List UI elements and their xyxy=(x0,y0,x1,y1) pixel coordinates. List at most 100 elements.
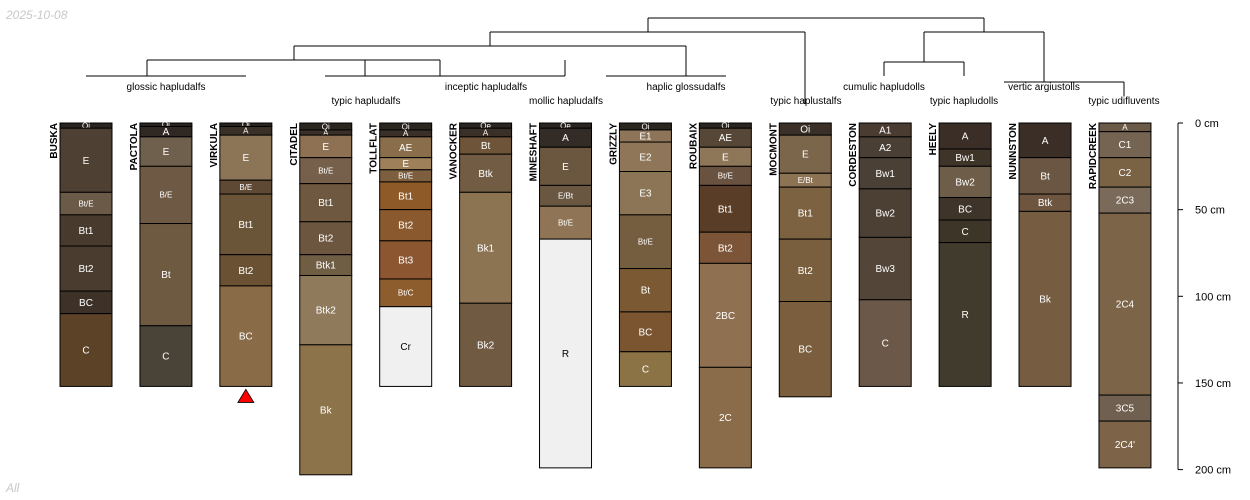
taxon-label: cumulic hapludolls xyxy=(843,82,925,93)
horizon xyxy=(1098,186,1152,214)
horizon-label: Bt2 xyxy=(238,266,253,277)
horizon-label: A xyxy=(483,128,489,137)
horizon xyxy=(379,278,433,308)
horizon xyxy=(778,134,832,174)
horizon xyxy=(1098,420,1152,469)
horizon-label: A xyxy=(323,128,329,137)
profile-name: MINESHAFT xyxy=(529,123,540,181)
horizon xyxy=(1098,131,1152,159)
horizon-label: Btk xyxy=(478,169,493,180)
axis-tick-label: 150 cm xyxy=(1195,378,1231,390)
horizon-label: Oi xyxy=(322,122,330,131)
horizon-label: A xyxy=(403,129,409,138)
profile-name: GRIZZLY xyxy=(608,123,619,165)
horizon-label: C2 xyxy=(1119,168,1132,179)
profile-name: CITADEL xyxy=(289,123,300,166)
horizon xyxy=(299,275,353,346)
dendrogram xyxy=(86,17,1125,104)
horizon-label: BC xyxy=(79,298,93,309)
profile-heely: HEELY A Bw1 Bw2 BC C R xyxy=(928,122,992,387)
horizon xyxy=(539,205,593,240)
horizon-label: Bt1 xyxy=(318,198,333,209)
date-label: 2025-10-08 xyxy=(6,8,68,22)
profile-tollflat: TOLLFLAT OiA AE E Bt/E Bt1 Bt2 Bt3 Bt/C Cr xyxy=(369,122,433,387)
horizon-label: E xyxy=(243,153,250,164)
horizon xyxy=(299,157,353,185)
horizon-label: Btk2 xyxy=(316,306,336,317)
horizon xyxy=(219,193,273,256)
horizon xyxy=(59,245,113,292)
bedrock-marker xyxy=(237,388,255,403)
horizon xyxy=(618,171,672,216)
horizon-label: Btk1 xyxy=(316,261,336,272)
horizon xyxy=(618,214,672,270)
horizon-label: Oi xyxy=(641,122,649,131)
horizon-label: BC xyxy=(239,332,253,343)
horizon-label: Bt1 xyxy=(238,220,253,231)
horizon-label: A1 xyxy=(879,125,892,136)
horizon-label: Bt/E xyxy=(318,166,333,175)
horizon-label: A xyxy=(243,127,249,136)
profile-name: VIRKULA xyxy=(209,123,220,167)
horizon xyxy=(459,191,513,304)
horizon-label: E xyxy=(83,156,90,167)
horizon xyxy=(698,262,752,368)
horizon-label: C xyxy=(962,227,969,238)
horizon xyxy=(938,242,992,387)
horizon-label: Bw3 xyxy=(875,264,895,275)
profile-nunnston: NUNNSTON A Bt Btk Bk xyxy=(1008,122,1072,387)
horizon xyxy=(618,311,672,353)
horizon-label: 2C4' xyxy=(1115,440,1135,451)
horizon-label: Bt/E xyxy=(718,172,733,181)
horizon xyxy=(778,238,832,302)
horizon-label: Bk2 xyxy=(477,340,495,351)
profile-cordeston: CORDESTON A1 A2 Bw1 Bw2 Bw3 C xyxy=(848,122,912,387)
horizon-label: Bt3 xyxy=(398,255,413,266)
taxon-label: typic hapludalfs xyxy=(332,96,401,107)
horizon-label: AE xyxy=(399,143,413,154)
horizon-label: Bt xyxy=(481,141,491,152)
horizon xyxy=(219,285,273,387)
horizon-label: Bt xyxy=(1040,171,1050,182)
horizon-label: A xyxy=(962,131,969,142)
horizon-label: 2C xyxy=(719,413,732,424)
horizon-label: Oe xyxy=(480,121,491,130)
horizon-label: 2BC xyxy=(716,311,735,322)
taxon-label: typic haplustalfs xyxy=(770,96,841,107)
axis-tick-label: 100 cm xyxy=(1195,291,1231,303)
horizon-label: Bt/C xyxy=(398,289,414,298)
horizon-label: Bw1 xyxy=(955,153,975,164)
horizon xyxy=(139,136,193,167)
profile-mineshaft: MINESHAFT Oe A E E/Bt Bt/E R xyxy=(529,121,593,469)
horizon-label: 2C3 xyxy=(1116,196,1135,207)
horizon-label: C xyxy=(82,346,89,357)
horizon xyxy=(778,300,832,398)
horizon-label: Cr xyxy=(400,342,411,353)
horizon-label: A2 xyxy=(879,143,892,154)
taxonomy-labels: glossic hapludalfs typic hapludalfs incept… xyxy=(127,82,1160,107)
horizon xyxy=(139,325,193,387)
horizon-label: B/E xyxy=(239,183,252,192)
horizon-label: Bt2 xyxy=(398,221,413,232)
horizon xyxy=(379,306,433,387)
horizon-label: E xyxy=(722,152,729,163)
horizon xyxy=(539,238,593,469)
horizon-label: A xyxy=(1042,136,1049,147)
horizon-label: A xyxy=(163,127,170,138)
horizon-label: Oi xyxy=(242,121,250,130)
horizon-label: E xyxy=(322,142,329,153)
horizon-label: Oe xyxy=(560,121,571,130)
horizon-label: A xyxy=(1122,123,1128,132)
horizon xyxy=(299,183,353,223)
horizon xyxy=(618,351,672,387)
horizon xyxy=(858,157,912,190)
horizon-label: C1 xyxy=(1119,140,1132,151)
horizon-label: Bt1 xyxy=(798,209,813,220)
footer-label: All xyxy=(6,481,20,495)
profile-roubaix: ROUBAIX Oi AE E Bt/E Bt1 Bt2 2BC 2C xyxy=(688,121,752,469)
horizon-label: Bk xyxy=(1039,294,1052,305)
horizon-label: R xyxy=(562,349,569,360)
